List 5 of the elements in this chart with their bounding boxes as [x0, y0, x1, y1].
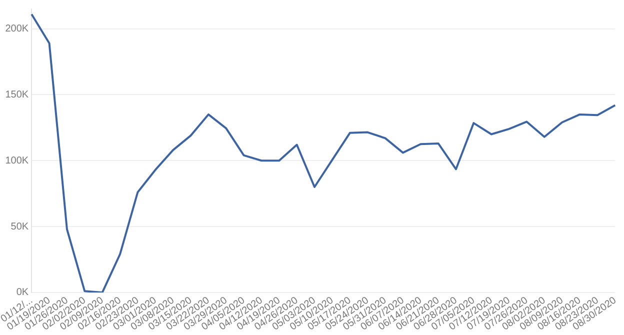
- y-tick-label: 100K: [5, 155, 29, 166]
- y-tick-label: 200K: [5, 24, 29, 35]
- y-tick-label: 50K: [10, 221, 29, 232]
- y-tick-label: 150K: [5, 89, 29, 100]
- y-tick-label: 0K: [16, 287, 29, 298]
